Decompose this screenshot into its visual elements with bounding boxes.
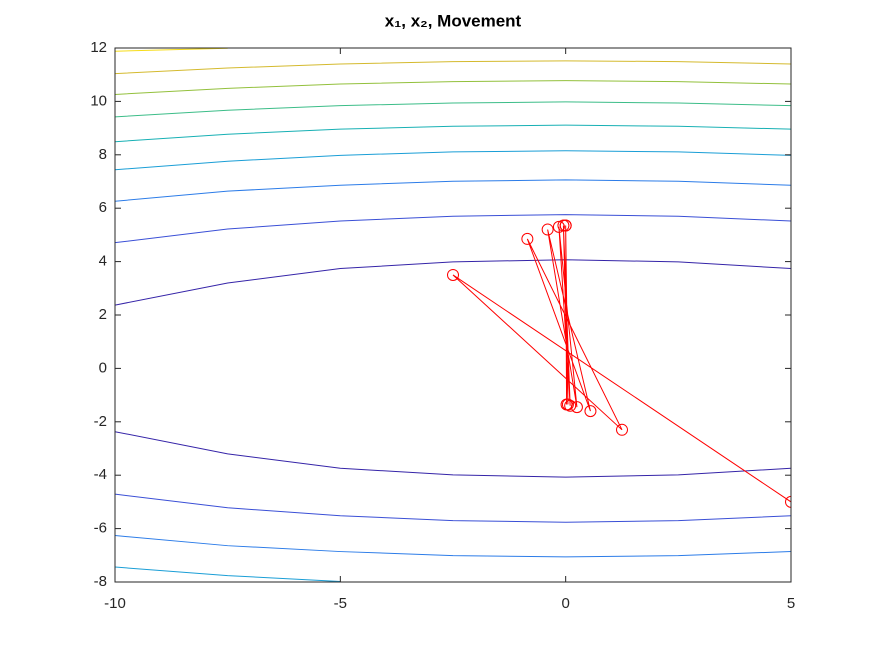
contour-line (115, 259, 791, 306)
plot-area (115, 48, 791, 582)
y-tick-label: -6 (94, 520, 107, 537)
chart-title: x₁, x₂, Movement (385, 11, 522, 30)
contour-line (115, 48, 228, 52)
trajectory-marker (541, 223, 554, 236)
contour-line (115, 101, 791, 118)
y-tick-label: 0 (99, 359, 107, 376)
y-tick-label: -2 (94, 413, 107, 430)
contour-line (115, 80, 791, 95)
x-tick-label: 5 (787, 595, 795, 612)
plot-content (115, 48, 791, 582)
contour-line (115, 124, 791, 143)
y-tick-label: 8 (99, 146, 107, 163)
x-tick-label: -10 (104, 595, 126, 612)
contour-line (115, 179, 791, 202)
contour-line (115, 150, 791, 171)
trajectory-marker (521, 232, 534, 245)
y-tick-label: 6 (99, 199, 107, 216)
y-tick-label: -8 (94, 573, 107, 590)
trajectory-marker (447, 268, 459, 281)
contour-line (115, 214, 791, 244)
y-tick-label: 12 (90, 39, 107, 56)
trajectory-marker (616, 423, 628, 436)
trajectory-marker (584, 405, 597, 418)
contour-line (115, 60, 791, 75)
trajectory-marker (785, 495, 791, 508)
contour-line (115, 535, 791, 558)
y-tick-label: 10 (90, 92, 107, 109)
contour-line (115, 566, 341, 582)
y-tick-label: 4 (99, 253, 107, 270)
contour-line (115, 431, 791, 478)
trajectory-marker (560, 398, 573, 411)
y-tick-label: -4 (94, 466, 107, 483)
contour-line (115, 493, 791, 523)
trajectory-marker (552, 220, 565, 233)
x-tick-label: -5 (334, 595, 347, 612)
trajectory-marker (559, 219, 572, 232)
x-tick-label: 0 (561, 595, 569, 612)
y-tick-label: 2 (99, 306, 107, 323)
trajectory-line (452, 225, 791, 503)
